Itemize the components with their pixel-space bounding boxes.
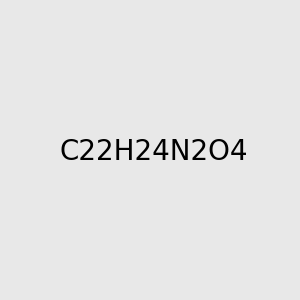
Text: C22H24N2O4: C22H24N2O4 [59,137,248,166]
